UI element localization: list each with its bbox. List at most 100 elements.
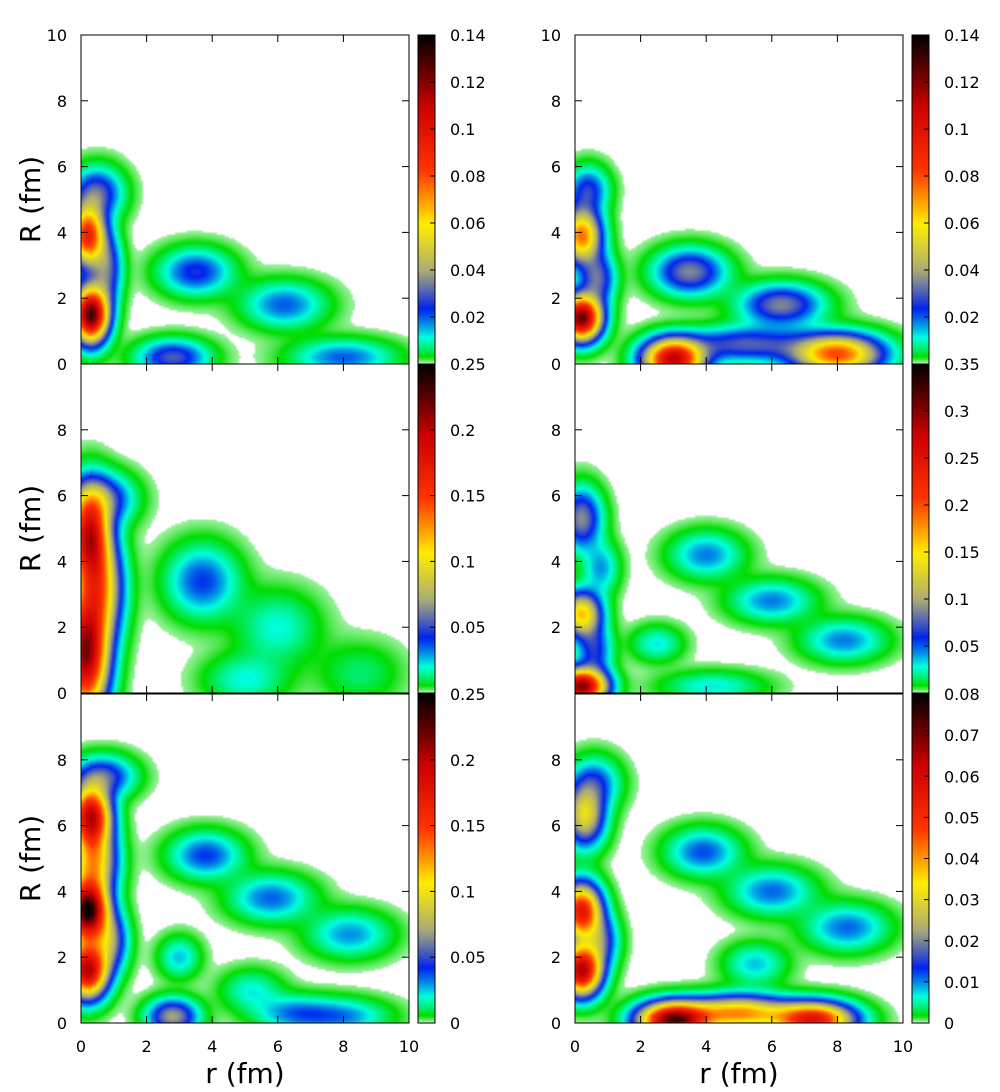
heatmap-image bbox=[81, 35, 409, 364]
x-tick-label: 0 bbox=[570, 1037, 580, 1056]
colorbar-tick-label: 0.05 bbox=[944, 808, 980, 827]
x-tick-label: 2 bbox=[636, 1037, 646, 1056]
colorbar-tick-label: 0.1 bbox=[450, 552, 475, 571]
plot-frame bbox=[574, 363, 904, 694]
colorbar-tick-label: 0.04 bbox=[450, 261, 486, 280]
plot-frame bbox=[80, 363, 410, 694]
colorbar-tick-label: 0.08 bbox=[450, 167, 486, 186]
y-tick-label: 0 bbox=[57, 355, 67, 374]
panel-r1-c2: 0 2 4 6 8 10 0.02 0.04 0.06 0.08 0.1 0.12 0.14 bbox=[541, 26, 980, 374]
y-tick-label: 4 bbox=[57, 223, 67, 242]
colorbar-tick-label: 0.1 bbox=[450, 120, 475, 139]
colorbar bbox=[417, 363, 436, 694]
x-tick-label: 10 bbox=[893, 1037, 913, 1056]
y-tick-label: 4 bbox=[551, 223, 561, 242]
colorbar-tick-label: 0.2 bbox=[944, 496, 969, 515]
y-tick-label: 4 bbox=[57, 552, 67, 571]
colorbar-tick-label: 0.14 bbox=[944, 26, 980, 45]
y-tick-label: 0 bbox=[551, 1014, 561, 1033]
panel-r2-c2: 2 4 6 8 0.05 0.1 0.15 0.2 0.25 0.3 0.35 bbox=[551, 355, 980, 694]
y-tick-label: 8 bbox=[57, 421, 67, 440]
colorbar-tick-label: 0 bbox=[944, 1014, 954, 1033]
panel-r3-c1: 0 2 4 6 8 10 0 2 4 6 8 0 0.05 0.1 0.15 0.2 0.25 R (fm) r (… bbox=[14, 685, 486, 1090]
y-axis-label: R (fm) bbox=[14, 156, 47, 243]
panel-r1-c1: 0 2 4 6 8 10 0.02 0.04 0.06 0.08 0.1 0.12 0.14 R (fm) bbox=[14, 26, 486, 374]
heatmap-image bbox=[575, 364, 903, 693]
colorbar-tick-label: 0.05 bbox=[944, 637, 980, 656]
y-tick-label: 0 bbox=[57, 684, 67, 703]
panel-r2-c1: 0 2 4 6 8 0.05 0.1 0.15 0.2 0.25 R (fm) bbox=[14, 355, 486, 703]
colorbar bbox=[417, 693, 436, 1024]
colorbar-tick-label: 0.1 bbox=[450, 882, 475, 901]
colorbar-tick-label: 0.06 bbox=[944, 767, 980, 786]
y-tick-label: 2 bbox=[57, 948, 67, 967]
panel-r3-c2: 0 2 4 6 8 10 0 2 4 6 8 0 0.01 0.02 0.03 0.04 0.05 0.06 0.0… bbox=[551, 685, 980, 1090]
y-tick-label: 2 bbox=[57, 289, 67, 308]
y-tick-label: 4 bbox=[57, 882, 67, 901]
y-tick-label: 2 bbox=[551, 618, 561, 637]
colorbar bbox=[417, 34, 436, 365]
y-tick-label: 4 bbox=[551, 882, 561, 901]
colorbar-tick-label: 0.07 bbox=[944, 726, 980, 745]
colorbar-tick-label: 0.02 bbox=[450, 308, 486, 327]
colorbar-tick-label: 0.14 bbox=[450, 26, 486, 45]
colorbar-tick-label: 0.02 bbox=[944, 308, 980, 327]
x-tick-label: 8 bbox=[338, 1037, 348, 1056]
y-tick-label: 6 bbox=[57, 817, 67, 836]
colorbar-tick-label: 0.25 bbox=[944, 449, 980, 468]
x-tick-label: 8 bbox=[832, 1037, 842, 1056]
colorbar-tick-label: 0.15 bbox=[450, 487, 486, 506]
colorbar-tick-label: 0.1 bbox=[944, 590, 969, 609]
y-tick-label: 8 bbox=[551, 421, 561, 440]
colorbar-tick-label: 0.1 bbox=[944, 120, 969, 139]
heatmap-image bbox=[81, 694, 409, 1023]
colorbar-tick-label: 0.05 bbox=[450, 948, 486, 967]
x-tick-label: 0 bbox=[76, 1037, 86, 1056]
colorbar bbox=[911, 363, 930, 694]
colorbar-tick-label: 0.06 bbox=[944, 214, 980, 233]
x-axis-label: r (fm) bbox=[699, 1057, 778, 1090]
colorbar-tick-label: 0.15 bbox=[944, 543, 980, 562]
colorbar-tick-label: 0.25 bbox=[450, 685, 486, 704]
colorbar bbox=[911, 34, 930, 365]
y-tick-label: 6 bbox=[551, 158, 561, 177]
plot-frame bbox=[574, 693, 904, 1024]
colorbar-tick-label: 0.08 bbox=[944, 685, 980, 704]
y-tick-label: 10 bbox=[47, 26, 67, 45]
y-tick-label: 2 bbox=[57, 618, 67, 637]
colorbar-tick-label: 0.05 bbox=[450, 618, 486, 637]
colorbar-tick-label: 0.04 bbox=[944, 261, 980, 280]
y-axis-label: R (fm) bbox=[14, 485, 47, 572]
x-tick-label: 6 bbox=[767, 1037, 777, 1056]
y-tick-label: 6 bbox=[551, 817, 561, 836]
colorbar-tick-label: 0 bbox=[450, 1014, 460, 1033]
colorbar-tick-label: 0.06 bbox=[450, 214, 486, 233]
y-tick-label: 6 bbox=[57, 158, 67, 177]
colorbar-tick-label: 0.01 bbox=[944, 973, 980, 992]
x-tick-label: 6 bbox=[273, 1037, 283, 1056]
x-axis-label: r (fm) bbox=[205, 1057, 284, 1090]
heatmap-image bbox=[575, 35, 903, 364]
y-tick-label: 10 bbox=[541, 26, 561, 45]
y-tick-label: 8 bbox=[57, 751, 67, 770]
colorbar-tick-label: 0.02 bbox=[944, 932, 980, 951]
y-tick-label: 2 bbox=[551, 948, 561, 967]
y-tick-label: 0 bbox=[57, 1014, 67, 1033]
y-tick-label: 8 bbox=[551, 92, 561, 111]
colorbar-tick-label: 0.35 bbox=[944, 355, 980, 374]
x-tick-label: 4 bbox=[701, 1037, 711, 1056]
colorbar-tick-label: 0.2 bbox=[450, 751, 475, 770]
x-tick-label: 2 bbox=[142, 1037, 152, 1056]
y-axis-label: R (fm) bbox=[14, 815, 47, 902]
y-tick-label: 6 bbox=[57, 487, 67, 506]
y-tick-label: 8 bbox=[57, 92, 67, 111]
colorbar-tick-label: 0.03 bbox=[944, 891, 980, 910]
colorbar-tick-label: 0.08 bbox=[944, 167, 980, 186]
colorbar-tick-label: 0.3 bbox=[944, 402, 969, 421]
heatmap-image bbox=[81, 364, 409, 693]
colorbar-tick-label: 0.2 bbox=[450, 421, 475, 440]
colorbar-tick-label: 0.12 bbox=[450, 73, 486, 92]
colorbar-tick-label: 0.25 bbox=[450, 355, 486, 374]
y-tick-label: 2 bbox=[551, 289, 561, 308]
